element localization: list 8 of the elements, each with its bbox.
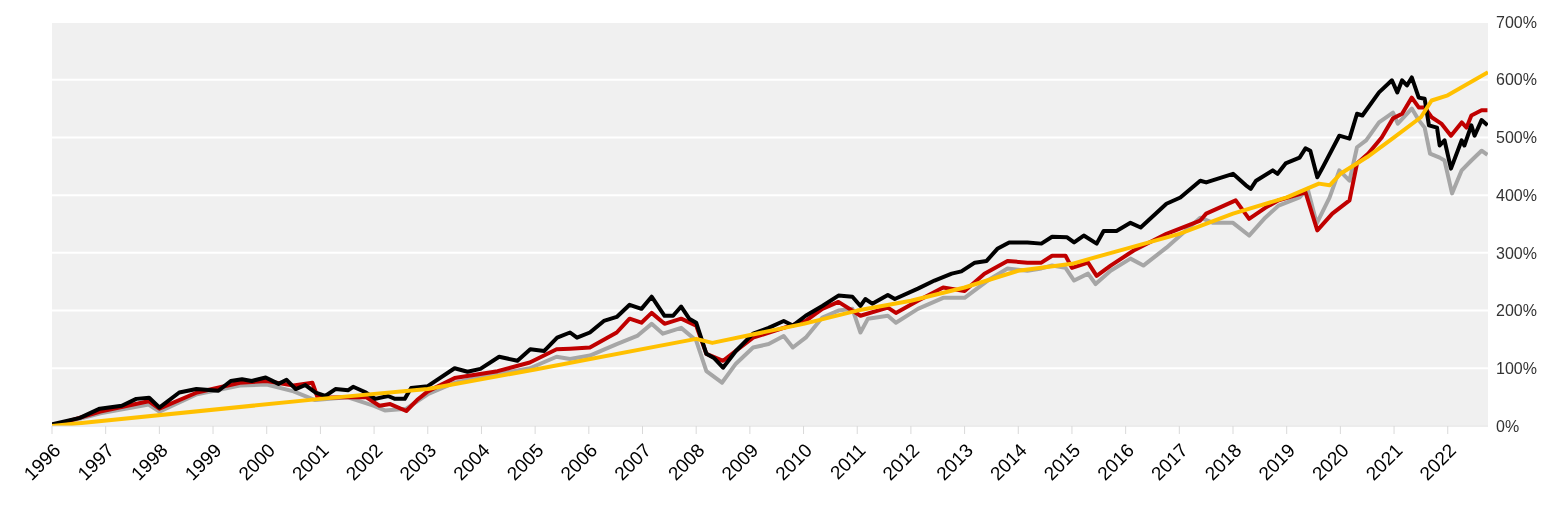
y-tick-label: 200% (1496, 302, 1537, 320)
y-tick-label: 600% (1496, 71, 1537, 89)
y-tick-label: 500% (1496, 129, 1537, 147)
y-tick-label: 700% (1496, 13, 1537, 31)
y-tick-label: 300% (1496, 244, 1537, 262)
y-tick-label: 400% (1496, 186, 1537, 204)
y-tick-label: 0% (1496, 417, 1520, 435)
y-tick-label: 100% (1496, 359, 1537, 377)
